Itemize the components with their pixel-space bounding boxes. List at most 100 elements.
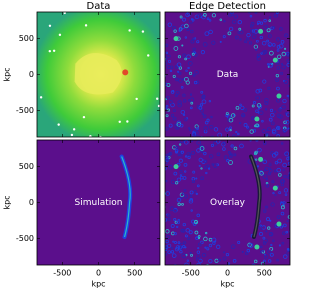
edge-dot — [298, 49, 301, 52]
edge-dot — [228, 153, 233, 158]
edge-blob — [258, 28, 264, 34]
edge-dot — [201, 112, 205, 116]
edge-dot — [265, 205, 268, 209]
edge-dot — [276, 167, 281, 173]
edge-dot — [286, 250, 290, 256]
edge-dot — [196, 213, 200, 218]
edge-dot — [172, 74, 176, 78]
edge-dot — [280, 201, 283, 204]
x-tick-label: -500 — [182, 269, 200, 278]
edge-dot — [288, 60, 290, 64]
edge-dot — [179, 169, 183, 174]
edge-dot — [189, 93, 193, 96]
edge-dot — [186, 259, 190, 262]
edge-dot — [256, 165, 260, 168]
edge-dot — [286, 156, 290, 161]
edge-dot — [170, 224, 175, 228]
edge-dot — [239, 38, 242, 41]
edge-dot — [262, 159, 267, 165]
edge-dot — [282, 231, 286, 236]
annotation: Data — [217, 70, 239, 80]
edge-dot — [282, 223, 287, 228]
edge-dot — [207, 167, 211, 170]
edge-dot — [254, 281, 256, 283]
edge-dot — [184, 23, 189, 29]
edge-dot — [293, 112, 296, 115]
edge-dot — [173, 46, 179, 51]
edge-dot — [285, 119, 290, 125]
edge-dot — [212, 241, 216, 245]
edge-dot — [293, 72, 296, 75]
edge-dot — [183, 117, 188, 122]
edge-dot — [274, 169, 278, 173]
edge-dot — [237, 240, 241, 244]
edge-dot — [295, 237, 298, 240]
edge-dot — [212, 267, 215, 270]
edge-dot — [179, 266, 181, 268]
edge-dot — [255, 95, 261, 101]
edge-dot — [274, 194, 277, 197]
edge-dot — [243, 123, 248, 127]
edge-dot — [179, 175, 184, 180]
edge-dot — [291, 58, 295, 62]
edge-dot — [261, 40, 267, 46]
edge-dot — [225, 253, 230, 257]
edge-dot — [262, 79, 267, 84]
image-dot — [141, 30, 145, 33]
edge-dot — [246, 32, 251, 38]
image-dot — [48, 49, 51, 53]
panel-image — [165, 140, 308, 283]
edge-dot — [217, 132, 223, 137]
edge-dot — [188, 153, 192, 157]
edge-dot — [276, 258, 279, 262]
edge-dot — [174, 123, 177, 127]
edge-dot — [307, 185, 308, 186]
edge-dot — [273, 13, 278, 18]
edge-dot — [244, 40, 247, 44]
edge-dot — [195, 135, 201, 137]
edge-dot — [274, 161, 278, 165]
edge-dot — [177, 154, 180, 157]
edge-dot — [177, 202, 181, 207]
edge-dot — [279, 225, 283, 229]
edge-dot — [225, 127, 230, 132]
edge-dot — [165, 179, 168, 183]
edge-dot — [276, 134, 280, 137]
y-axis-label: kpc — [3, 195, 12, 209]
edge-dot — [189, 190, 194, 195]
edge-dot — [281, 104, 286, 110]
edge-dot — [178, 29, 182, 32]
edge-dot — [295, 207, 297, 209]
edge-dot — [259, 21, 264, 25]
edge-dot — [175, 150, 178, 154]
edge-dot — [182, 245, 186, 249]
edge-dot — [267, 249, 272, 254]
edge-dot — [303, 187, 304, 188]
edge-dot — [177, 70, 180, 73]
edge-dot — [174, 93, 178, 97]
edge-dot — [296, 56, 297, 57]
panel-image — [37, 140, 160, 265]
edge-dot — [181, 192, 185, 196]
edge-dot — [197, 247, 200, 250]
edge-dot — [228, 117, 234, 123]
edge-dot — [180, 109, 186, 115]
edge-dot — [233, 14, 239, 19]
image-bg — [37, 140, 160, 265]
edge-dot — [185, 228, 190, 233]
edge-dot — [179, 153, 183, 157]
edge-dot — [293, 203, 295, 205]
edge-dot — [285, 51, 290, 56]
edge-dot — [184, 155, 188, 158]
edge-dot — [286, 58, 290, 63]
edge-dot — [255, 123, 259, 128]
edge-dot — [165, 23, 166, 26]
edge-dot — [266, 63, 270, 66]
edge-dot — [255, 89, 260, 94]
edge-dot — [206, 269, 208, 271]
edge-dot — [205, 245, 208, 248]
edge-dot — [186, 27, 190, 32]
edge-dot — [191, 52, 195, 56]
annotation: Overlay — [210, 198, 246, 208]
edge-dot — [278, 191, 282, 195]
